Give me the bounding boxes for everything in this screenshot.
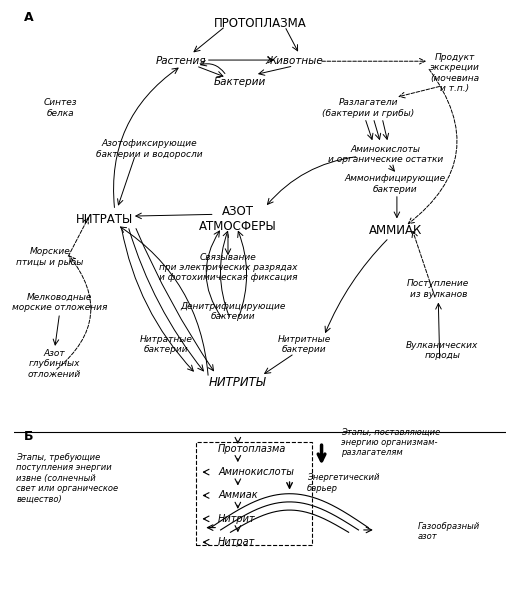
Text: Поступление
из вулканов: Поступление из вулканов <box>407 280 469 299</box>
Text: Б: Б <box>23 430 33 443</box>
Text: Вулканических
породы: Вулканических породы <box>406 341 478 360</box>
Text: А: А <box>23 11 33 24</box>
Text: Азотофиксирующие
бактерии и водоросли: Азотофиксирующие бактерии и водоросли <box>96 139 203 159</box>
Text: АЗОТ
АТМОСФЕРЫ: АЗОТ АТМОСФЕРЫ <box>199 205 277 233</box>
Text: Бактерии: Бактерии <box>214 77 266 87</box>
Text: АММИАК: АММИАК <box>369 224 422 237</box>
Text: Продукт
экскреции
(мочевина
и т.п.): Продукт экскреции (мочевина и т.п.) <box>430 53 479 93</box>
Text: Нитритные
бактерии: Нитритные бактерии <box>278 335 331 355</box>
Text: Животные: Животные <box>266 56 323 66</box>
Text: Аминокислоты: Аминокислоты <box>218 467 294 477</box>
Text: Азот
глубинных
отложений: Азот глубинных отложений <box>28 349 81 379</box>
Text: Аминокислоты
и органические остатки: Аминокислоты и органические остатки <box>328 145 443 165</box>
Text: Нитрат: Нитрат <box>218 537 256 547</box>
Text: ПРОТОПЛАЗМА: ПРОТОПЛАЗМА <box>214 17 306 30</box>
Text: Протоплазма: Протоплазма <box>218 444 287 454</box>
Text: Аммиак: Аммиак <box>218 490 258 500</box>
Text: Аммонифицирующие
бактерии: Аммонифицирующие бактерии <box>345 174 446 194</box>
Text: НИТРИТЫ: НИТРИТЫ <box>209 376 267 389</box>
Bar <box>196 442 312 545</box>
Text: Разлагатели
(бактерии и грибы): Разлагатели (бактерии и грибы) <box>322 99 414 117</box>
Text: Мелководные
морские отложения: Мелководные морские отложения <box>12 293 107 312</box>
Text: Морские
птицы и рыбы: Морские птицы и рыбы <box>16 247 83 267</box>
Text: НИТРАТЫ: НИТРАТЫ <box>76 212 133 225</box>
Text: Связывание
при электрических разрядах
и фотохимическая фиксация: Связывание при электрических разрядах и … <box>159 253 297 283</box>
Text: Денитрифицирующие
бактерии: Денитрифицирующие бактерии <box>180 301 286 321</box>
Text: Энергетический
барьер: Энергетический барьер <box>307 474 379 493</box>
Text: Газообразный
азот: Газообразный азот <box>417 522 480 542</box>
Text: Нитратные
бактерии: Нитратные бактерии <box>140 335 193 355</box>
Text: Растения: Растения <box>156 56 207 66</box>
Text: Этапы, поставляющие
энергию организмам-
разлагателям: Этапы, поставляющие энергию организмам- … <box>341 427 440 457</box>
Text: Этапы, требующие
поступления энергии
извне (солнечный
свет или органическое
веще: Этапы, требующие поступления энергии изв… <box>16 453 119 503</box>
Text: Синтез
белка: Синтез белка <box>44 99 77 117</box>
Text: Нитрит: Нитрит <box>218 514 256 524</box>
